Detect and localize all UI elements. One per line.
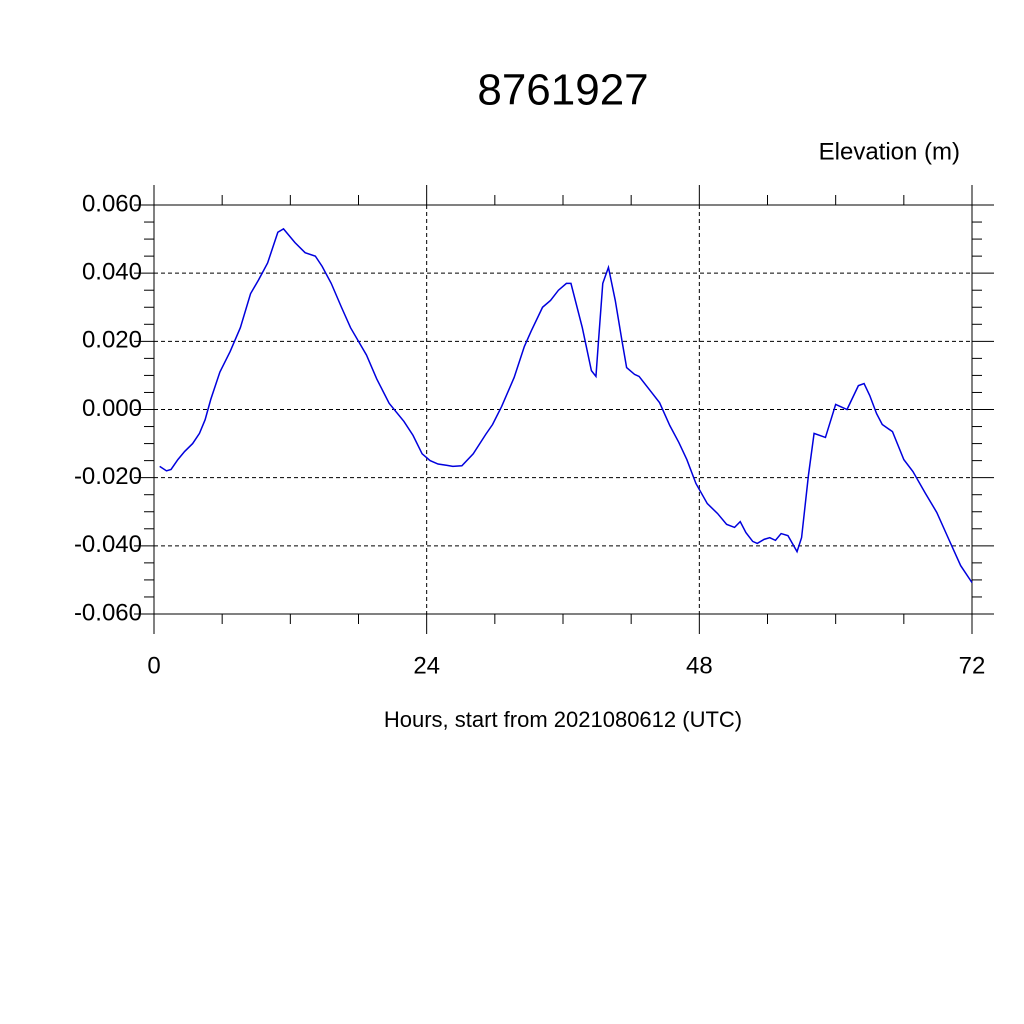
x-tick-label: 0 [147,652,160,679]
x-axis-label: Hours, start from 2021080612 (UTC) [384,707,742,732]
y-tick-label: -0.040 [74,531,142,558]
chart-title: 8761927 [477,66,648,115]
x-tick-label: 24 [413,652,440,679]
x-tick-label: 72 [959,652,986,679]
data-line [159,227,973,584]
y-tick-label: 0.000 [82,395,142,422]
y-tick-label: 0.040 [82,259,142,286]
x-tick-label: 48 [686,652,713,679]
y-tick-label: -0.060 [74,599,142,626]
y-tick-label: 0.060 [82,190,142,217]
y-tick-label: 0.020 [82,327,142,354]
plot-frame [153,204,973,615]
y-tick-label: -0.020 [74,463,142,490]
chart-subtitle: Elevation (m) [819,138,960,165]
